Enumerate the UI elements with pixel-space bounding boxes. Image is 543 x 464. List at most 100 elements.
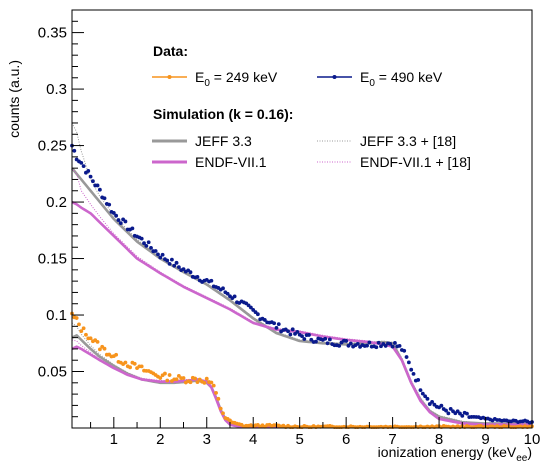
data_490-point-127	[365, 343, 369, 348]
data_490-point-1	[72, 148, 77, 153]
data_490-point-4	[79, 161, 84, 165]
data_249-point-4	[79, 329, 84, 334]
legend-marker-249	[167, 75, 172, 79]
endf_490-line	[71, 200, 532, 426]
x-tick-label-9: 9	[481, 431, 489, 448]
data_490-point-159	[439, 403, 444, 408]
jeff18_490-line	[71, 122, 532, 424]
data_249-point-58	[204, 376, 209, 381]
data_490-point-167	[458, 411, 462, 416]
x-tick-label-1: 1	[110, 431, 118, 448]
data_249-point-25	[128, 365, 132, 370]
data_490-point-138	[390, 344, 395, 349]
ticks-layer: 1 2 3 4 5 6 7 8 9 10 0.05 0.1 0.15 0.2 0.25 0.3 0.35	[38, 20, 540, 448]
data_249-point-5	[81, 326, 86, 331]
data_490-point-145	[406, 360, 411, 365]
y-tick-label-0: 0.05	[38, 364, 67, 381]
legend-label-490: E0 = 490 keV	[360, 69, 443, 89]
data_490-point-43	[170, 257, 174, 262]
data_490-point-39	[160, 252, 165, 257]
data_249-point-23	[123, 360, 128, 365]
data_249-point-45	[174, 377, 179, 382]
data_490-point-95	[290, 327, 295, 332]
legend-entry-249: E0 = 249 keV	[152, 69, 278, 89]
data_490-point-146	[409, 367, 414, 372]
data_490-point-102	[307, 333, 311, 337]
series-layer	[70, 122, 534, 429]
data_249-point-14	[102, 346, 107, 351]
axes-layer	[71, 9, 533, 429]
data_490-point-168	[460, 413, 465, 418]
data_490-point-133	[379, 344, 383, 349]
data_249-point-51	[188, 380, 193, 385]
data_490-point-87	[272, 321, 277, 326]
data_490-point-60	[209, 278, 214, 283]
data_490-point-16	[107, 202, 112, 207]
data_249-point-64	[218, 406, 223, 411]
data_490-point-143	[402, 348, 407, 353]
data_490-point-54	[195, 275, 200, 279]
data_490-point-109	[323, 336, 328, 341]
data_490-point-11	[95, 183, 100, 188]
data_490-point-80	[255, 312, 260, 317]
data_490-point-115	[337, 343, 342, 348]
y-axis-title: counts (a.u.)	[6, 60, 22, 138]
data_490-point-137	[388, 341, 393, 346]
data_490-point-120	[348, 341, 353, 346]
data_249-point-46	[176, 373, 181, 378]
series-jeff18_490	[71, 122, 532, 424]
data_490-point-38	[158, 255, 163, 260]
data_490-point-18	[111, 211, 116, 215]
data_490-point-45	[174, 260, 179, 265]
data_490-point-77	[248, 305, 253, 310]
data_490-point-42	[167, 261, 172, 266]
x-axis-title-main: ionization energy (keV	[378, 444, 517, 460]
y-tick-label-1: 0.1	[46, 307, 67, 324]
legend-sim-header: Simulation (k = 0.16):	[153, 106, 293, 122]
data_490-point-139	[393, 341, 397, 345]
data_249-point-63	[216, 396, 221, 401]
data_249-point-30	[139, 364, 144, 369]
x-tick-label-4: 4	[249, 431, 257, 448]
legend-data-header: Data:	[153, 43, 188, 59]
data_490-point-170	[465, 411, 469, 416]
y-tick-label-6: 0.35	[38, 25, 67, 42]
y-tick-label-5: 0.3	[46, 81, 67, 98]
x-tick-label-6: 6	[342, 431, 350, 448]
data_490-point-163	[448, 407, 453, 411]
data_490-point-48	[181, 267, 186, 272]
data_249-point-65	[221, 411, 225, 416]
x-tick-label-3: 3	[203, 431, 211, 448]
data_490-point-70	[232, 294, 237, 299]
data_490-point-153	[425, 396, 430, 401]
data_490-point-32	[144, 243, 149, 248]
series-endf18_490	[71, 167, 532, 426]
data_249-point-41	[165, 378, 170, 383]
data_490-point-65	[221, 286, 225, 291]
series-endf_490	[71, 200, 532, 426]
x-tick-label-7: 7	[388, 431, 396, 448]
data_490-point-33	[146, 240, 151, 245]
data_490-point-131	[374, 345, 379, 350]
data_249-point-38	[158, 376, 163, 380]
data_490-point-105	[314, 339, 318, 344]
data_490-point-128	[367, 340, 372, 345]
data_249-point-40	[163, 371, 167, 376]
data_490-point-37	[156, 252, 160, 257]
data_490-point-161	[444, 408, 448, 413]
data_490-point-147	[411, 371, 416, 376]
y-tick-label-3: 0.2	[46, 194, 67, 211]
series-data_249	[70, 311, 534, 429]
legend-label-249: E0 = 249 keV	[195, 69, 278, 89]
data_490-point-151	[420, 391, 425, 396]
data_490-point-118	[344, 339, 349, 343]
data_490-point-97	[295, 330, 300, 334]
series-data_490	[70, 143, 534, 425]
data_249-point-27	[132, 361, 137, 366]
data_249-point-62	[214, 391, 218, 395]
data_249-point-48	[181, 376, 186, 380]
legend-entry-endf: ENDF-VII.1	[152, 154, 267, 170]
data_490-point-9	[91, 179, 95, 184]
data_490-point-141	[397, 343, 402, 348]
